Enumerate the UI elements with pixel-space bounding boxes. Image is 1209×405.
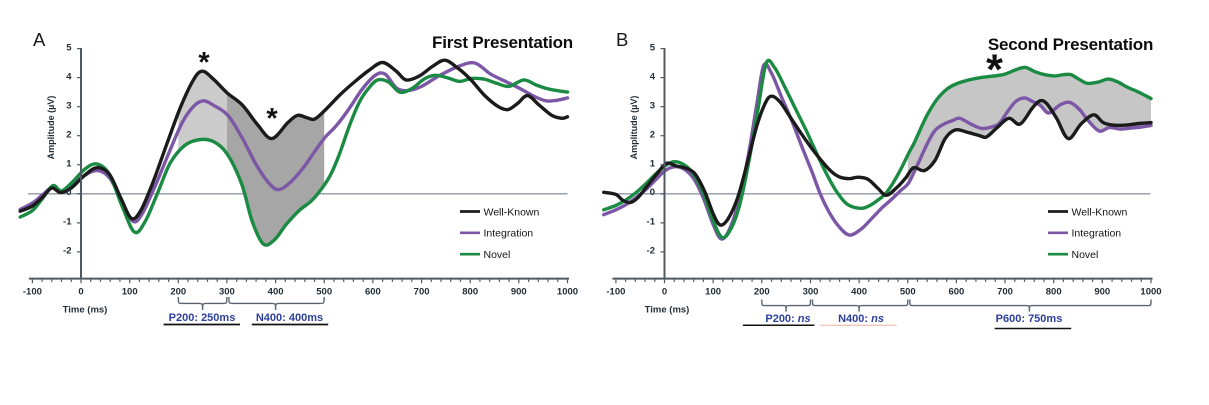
svg-text:1: 1	[650, 159, 656, 170]
svg-text:0: 0	[662, 287, 667, 298]
svg-text:500: 500	[316, 287, 332, 298]
svg-text:Novel: Novel	[484, 249, 511, 261]
svg-text:-2: -2	[63, 246, 71, 257]
svg-text:Integration: Integration	[1072, 228, 1122, 240]
svg-text:4: 4	[650, 71, 656, 82]
svg-text:5: 5	[66, 42, 72, 53]
svg-text:*: *	[198, 47, 210, 79]
svg-text:Well-Known: Well-Known	[1072, 206, 1128, 218]
svg-text:Time (ms): Time (ms)	[645, 305, 690, 316]
svg-text:A: A	[33, 29, 46, 50]
svg-text:2: 2	[66, 130, 71, 141]
svg-text:P200: 250ms: P200: 250ms	[169, 312, 236, 324]
svg-text:800: 800	[462, 287, 478, 298]
svg-text:0: 0	[66, 187, 71, 198]
svg-text:600: 600	[948, 287, 964, 298]
svg-text:1: 1	[66, 159, 72, 170]
svg-text:300: 300	[219, 287, 235, 298]
svg-text:-2: -2	[647, 246, 655, 257]
svg-text:5: 5	[650, 42, 656, 53]
svg-text:700: 700	[414, 287, 430, 298]
svg-text:*: *	[986, 46, 1003, 94]
svg-text:0: 0	[650, 187, 655, 198]
svg-text:Second Presentation: Second Presentation	[988, 35, 1153, 54]
svg-text:Integration: Integration	[484, 228, 534, 240]
svg-text:*: *	[266, 103, 278, 135]
svg-text:400: 400	[268, 287, 284, 298]
svg-text:200: 200	[170, 287, 186, 298]
svg-text:800: 800	[1046, 287, 1062, 298]
svg-text:Time (ms): Time (ms)	[63, 305, 108, 316]
svg-text:Well-Known: Well-Known	[484, 206, 540, 218]
svg-text:1000: 1000	[1140, 287, 1161, 298]
svg-text:100: 100	[705, 287, 721, 298]
svg-text:3: 3	[650, 101, 655, 112]
svg-text:P600: 750ms: P600: 750ms	[996, 313, 1063, 325]
svg-text:100: 100	[122, 287, 138, 298]
svg-text:700: 700	[997, 287, 1013, 298]
svg-text:P200: ns: P200: ns	[765, 313, 810, 325]
svg-text:Novel: Novel	[1072, 249, 1099, 261]
svg-text:-1: -1	[63, 217, 72, 228]
svg-text:900: 900	[511, 287, 527, 298]
svg-text:-100: -100	[606, 287, 625, 298]
svg-text:500: 500	[900, 287, 916, 298]
svg-text:3: 3	[66, 101, 71, 112]
svg-text:200: 200	[754, 287, 770, 298]
svg-text:4: 4	[66, 71, 72, 82]
svg-text:1000: 1000	[557, 287, 578, 298]
svg-text:600: 600	[365, 287, 381, 298]
svg-text:Amplitude (µV): Amplitude (µV)	[629, 96, 639, 160]
svg-text:900: 900	[1094, 287, 1110, 298]
svg-text:-100: -100	[23, 287, 42, 298]
svg-text:300: 300	[803, 287, 819, 298]
svg-text:First Presentation: First Presentation	[432, 33, 573, 52]
svg-text:400: 400	[851, 287, 867, 298]
svg-text:B: B	[616, 29, 628, 50]
svg-text:2: 2	[650, 130, 655, 141]
svg-text:-1: -1	[647, 217, 656, 228]
svg-text:Amplitude (µV): Amplitude (µV)	[46, 96, 56, 160]
svg-text:0: 0	[78, 287, 83, 298]
svg-text:N400: 400ms: N400: 400ms	[256, 312, 323, 324]
svg-text:N400: ns: N400: ns	[838, 313, 884, 325]
